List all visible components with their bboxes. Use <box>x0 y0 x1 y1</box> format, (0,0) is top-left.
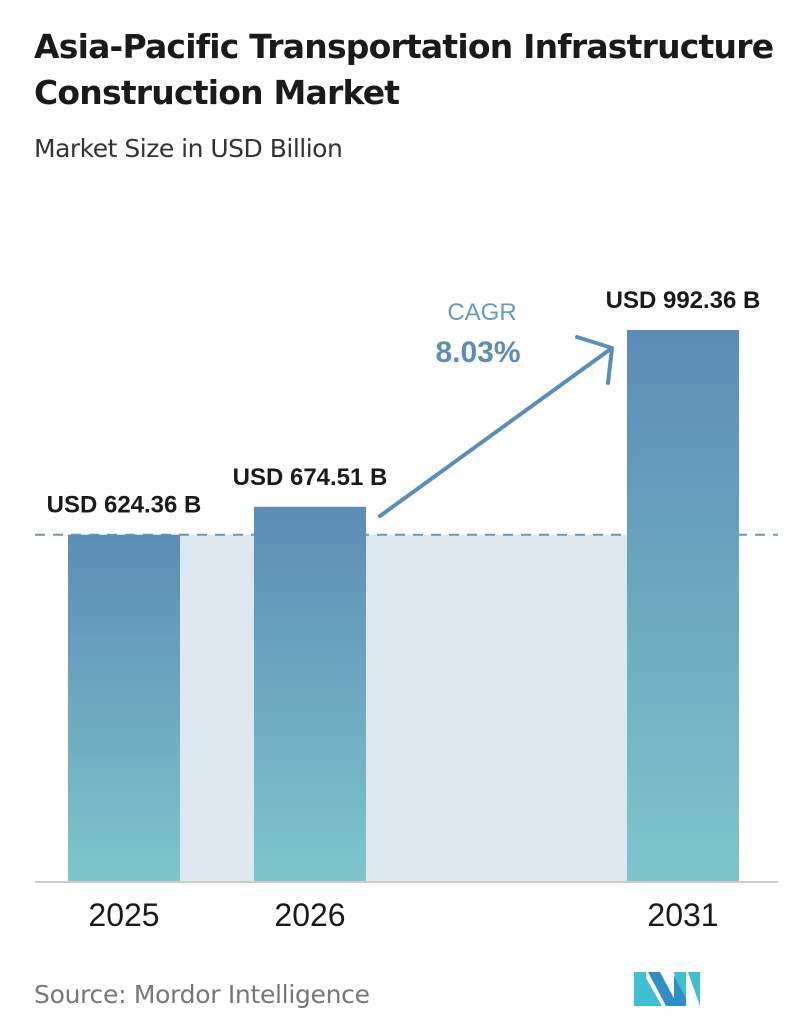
cagr-arrow-head <box>575 335 614 385</box>
bar-2031 <box>627 330 739 882</box>
x-tick-label-2025: 2025 <box>88 897 159 933</box>
x-tick-label-2026: 2026 <box>274 897 345 933</box>
value-label-2026: USD 674.51 B <box>233 464 388 491</box>
value-label-2025: USD 624.36 B <box>47 492 202 519</box>
cagr-label: CAGR <box>447 299 516 326</box>
value-label-2031: USD 992.36 B <box>606 287 761 314</box>
shaded-region <box>180 534 627 882</box>
chart-title: Asia-Pacific Transportation Infrastructu… <box>34 27 774 112</box>
chart-subtitle: Market Size in USD Billion <box>34 134 343 163</box>
mordor-logo-icon <box>634 972 700 1006</box>
cagr-value: 8.03% <box>435 336 520 369</box>
bar-2026 <box>254 506 366 882</box>
cagr-arrow <box>378 346 614 518</box>
source-text: Source: Mordor Intelligence <box>34 980 370 1009</box>
x-tick-label-2031: 2031 <box>647 897 718 933</box>
bar-2025 <box>68 534 180 882</box>
